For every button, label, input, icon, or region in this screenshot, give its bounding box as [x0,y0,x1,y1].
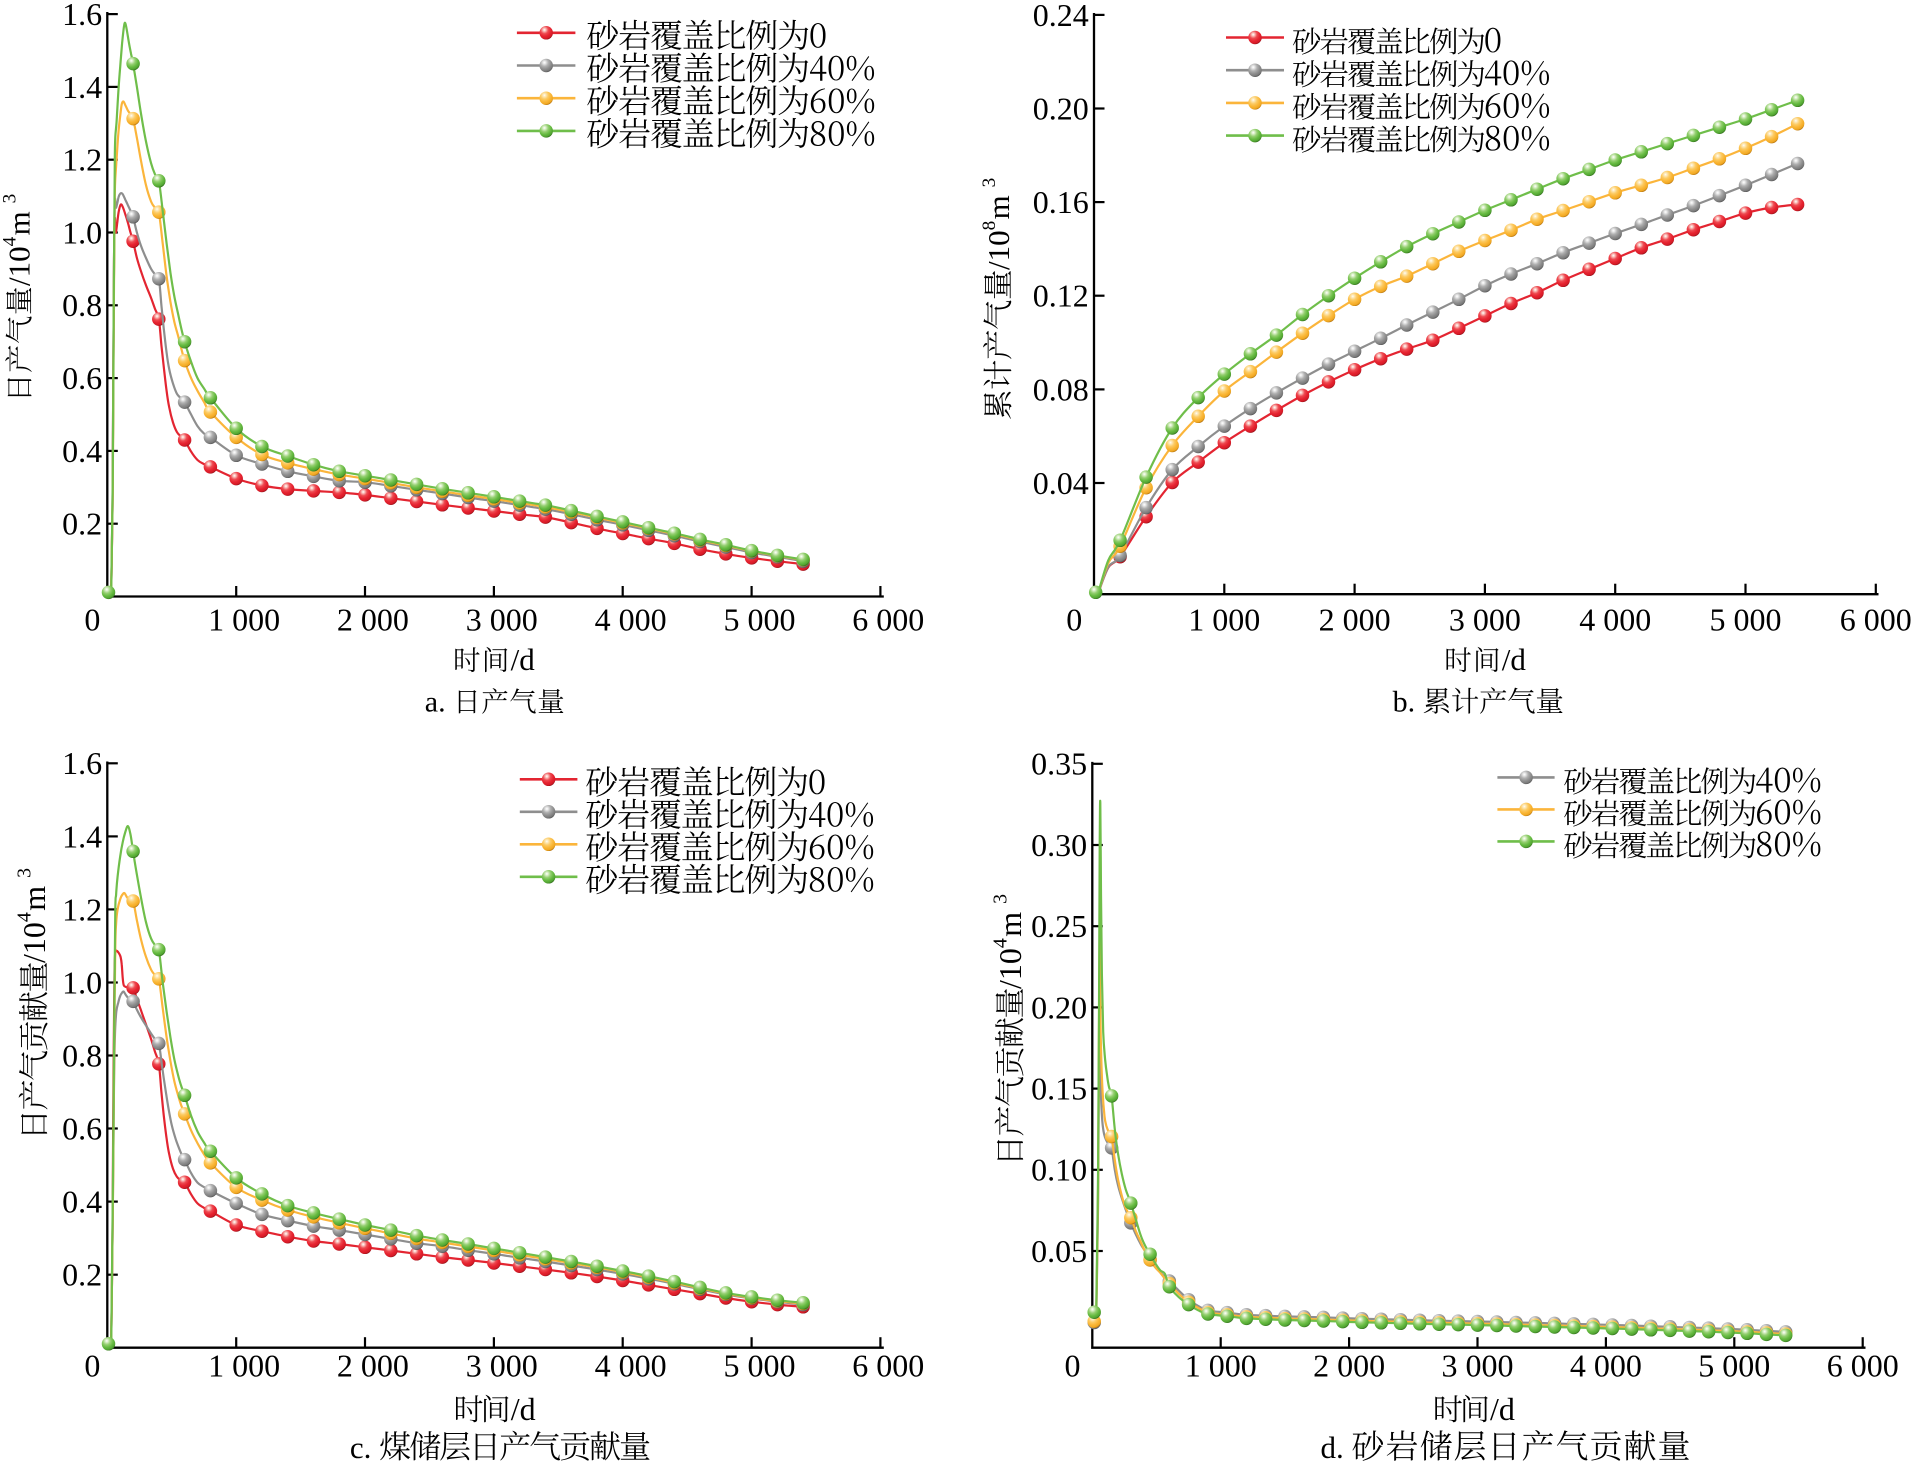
svg-text:1 000: 1 000 [1185,1348,1257,1384]
svg-text:d.: d. [1321,1430,1344,1461]
svg-text:4 000: 4 000 [595,601,667,637]
svg-text:3: 3 [0,194,21,204]
svg-text:0.15: 0.15 [1031,1071,1087,1107]
svg-text:2 000: 2 000 [1313,1348,1385,1384]
svg-text:0: 0 [84,601,100,637]
svg-text:4 000: 4 000 [1579,601,1651,637]
svg-text:/d: /d [511,642,536,677]
svg-text:0.12: 0.12 [1033,278,1089,314]
svg-text:1.4: 1.4 [62,818,102,854]
svg-text:2 000: 2 000 [337,1348,409,1384]
svg-text:4: 4 [0,236,21,246]
svg-text:6 000: 6 000 [1840,601,1912,637]
svg-text:4 000: 4 000 [595,1348,667,1384]
svg-text:5 000: 5 000 [724,601,796,637]
svg-text:0: 0 [1066,601,1082,637]
svg-text:/10: /10 [16,922,52,963]
svg-text:m: m [981,195,1016,219]
svg-text:0.8: 0.8 [62,287,102,323]
svg-text:/d: /d [1502,642,1527,677]
svg-text:3: 3 [979,178,1000,188]
svg-text:1.6: 1.6 [62,0,102,32]
svg-text:3 000: 3 000 [1442,1348,1514,1384]
svg-text:0.20: 0.20 [1031,989,1087,1025]
svg-text:1.2: 1.2 [62,142,102,178]
svg-text:0.6: 0.6 [62,360,102,396]
svg-text:1.2: 1.2 [62,891,102,927]
svg-text:0.05: 0.05 [1031,1233,1087,1269]
svg-text:5 000: 5 000 [724,1348,796,1384]
svg-text:0.24: 0.24 [1033,0,1089,33]
svg-text:0.16: 0.16 [1033,184,1089,220]
svg-text:b.: b. [1393,686,1416,719]
svg-text:4: 4 [14,912,36,922]
svg-text:m: m [992,912,1028,937]
svg-text:0.35: 0.35 [1031,746,1087,782]
svg-text:/d: /d [1490,1391,1515,1427]
svg-text:c.: c. [350,1430,372,1461]
svg-text:m: m [2,211,37,235]
svg-text:0.2: 0.2 [62,506,102,542]
svg-text:4 000: 4 000 [1570,1348,1642,1384]
svg-text:0.04: 0.04 [1033,465,1089,501]
svg-text:3 000: 3 000 [1449,601,1521,637]
svg-text:0.08: 0.08 [1033,371,1089,407]
svg-text:0: 0 [1065,1348,1081,1384]
svg-text:1 000: 1 000 [208,1348,280,1384]
svg-text:4: 4 [990,938,1012,948]
svg-text:6 000: 6 000 [852,1348,924,1384]
svg-text:5 000: 5 000 [1710,601,1782,637]
svg-text:2 000: 2 000 [337,601,409,637]
svg-text:/10: /10 [981,230,1016,270]
svg-text:0.4: 0.4 [62,433,102,469]
svg-text:0: 0 [84,1348,100,1384]
svg-text:1.4: 1.4 [62,69,102,105]
svg-text:5 000: 5 000 [1698,1348,1770,1384]
svg-text:3: 3 [990,894,1012,904]
svg-text:0.20: 0.20 [1033,90,1089,126]
svg-text:0.6: 0.6 [62,1111,102,1147]
svg-text:0.4: 0.4 [62,1184,102,1220]
svg-text:8: 8 [979,221,1000,231]
svg-text:2 000: 2 000 [1319,601,1391,637]
svg-text:a.: a. [425,686,446,719]
svg-text:3: 3 [14,868,36,878]
svg-text:0.10: 0.10 [1031,1152,1087,1188]
svg-text:/10: /10 [2,246,37,286]
svg-text:1.0: 1.0 [62,964,102,1000]
svg-text:6 000: 6 000 [1827,1348,1899,1384]
svg-text:3 000: 3 000 [466,1348,538,1384]
svg-text:1.0: 1.0 [62,214,102,250]
svg-text:1 000: 1 000 [208,601,280,637]
svg-text:0.2: 0.2 [62,1257,102,1293]
svg-text:1.6: 1.6 [62,745,102,781]
svg-text:/10: /10 [992,948,1028,989]
svg-text:/d: /d [511,1391,536,1427]
svg-text:0.25: 0.25 [1031,908,1087,944]
svg-text:0.8: 0.8 [62,1037,102,1073]
svg-text:3 000: 3 000 [466,601,538,637]
svg-text:m: m [16,886,52,911]
svg-text:6 000: 6 000 [852,601,924,637]
svg-text:1 000: 1 000 [1188,601,1260,637]
svg-text:0.30: 0.30 [1031,827,1087,863]
